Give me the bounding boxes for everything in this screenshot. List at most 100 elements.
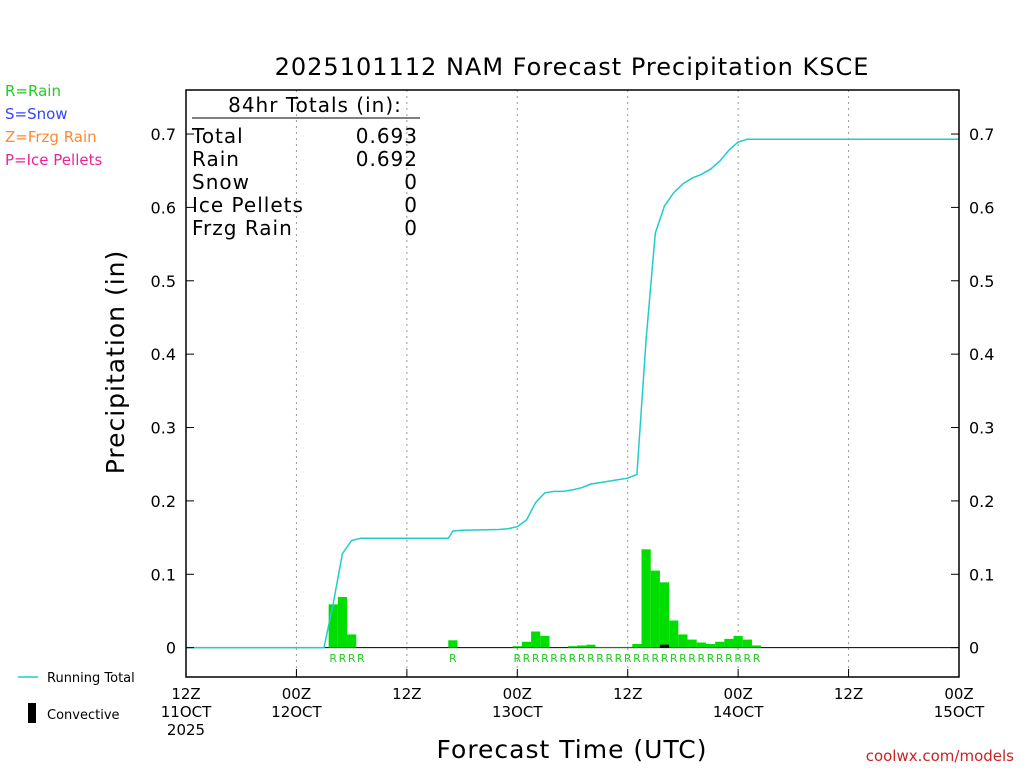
y-tick-label-right: 0.5: [969, 272, 994, 291]
totals-row-label: Rain: [192, 147, 240, 171]
ptype-marker: R: [734, 652, 742, 665]
precip-bar: [512, 646, 522, 648]
y-tick-label-left: 0.4: [151, 345, 176, 364]
precip-bar: [669, 620, 679, 648]
ptype-legend-item: R=Rain: [5, 82, 61, 100]
precip-bar: [540, 635, 550, 648]
ptype-marker: R: [339, 652, 347, 665]
precip-bar: [567, 646, 578, 648]
precip-bar: [595, 646, 605, 648]
x-tick-label: 15OCT: [934, 703, 985, 721]
ptype-marker: R: [679, 652, 687, 665]
precip-bar: [632, 643, 642, 648]
precip-bar: [650, 570, 660, 648]
ptype-marker: R: [523, 652, 531, 665]
ptype-marker: R: [642, 652, 650, 665]
precip-bar: [531, 631, 541, 648]
precip-bar: [521, 641, 532, 648]
y-tick-label-left: 0.2: [151, 492, 176, 511]
ptype-marker: R: [578, 652, 586, 665]
precip-bar: [659, 582, 670, 648]
ptype-marker: R: [449, 652, 457, 665]
precip-bar: [724, 638, 734, 648]
precip-bar: [347, 634, 357, 648]
totals-row-label: Snow: [192, 170, 250, 194]
ptype-marker: R: [624, 652, 632, 665]
ptype-marker: R: [651, 652, 659, 665]
ptype-marker: R: [550, 652, 558, 665]
precip-bar: [641, 549, 651, 648]
precip-bar: [337, 597, 348, 648]
precip-bar: [751, 645, 762, 648]
totals-row-value: 0: [404, 193, 418, 217]
y-tick-label-right: 0.2: [969, 492, 994, 511]
running-total-line: [186, 138, 959, 649]
x-tick-label: 12Z: [834, 685, 863, 703]
ptype-marker: R: [569, 652, 577, 665]
y-axis-label: Precipitation (in): [101, 250, 130, 475]
convective-bar: [659, 644, 670, 648]
ptype-marker: R: [596, 652, 604, 665]
ptype-marker: R: [753, 652, 761, 665]
ptype-marker: R: [698, 652, 706, 665]
precip-bar: [733, 635, 743, 648]
ptype-marker: R: [744, 652, 752, 665]
ptype-marker: R: [513, 652, 521, 665]
x-tick-label: 00Z: [282, 685, 311, 703]
x-tick-label: 14OCT: [713, 703, 764, 721]
chart-title: 2025101112 NAM Forecast Precipitation KS…: [275, 53, 870, 81]
ptype-marker: R: [716, 652, 724, 665]
y-tick-label-right: 0.1: [969, 565, 994, 584]
totals-row-label: Total: [191, 124, 244, 148]
ptype-marker: R: [532, 652, 540, 665]
ptype-marker: R: [559, 652, 567, 665]
ptype-marker: R: [329, 652, 337, 665]
totals-row-label: Ice Pellets: [192, 193, 304, 217]
totals-row-value: 0.693: [356, 124, 418, 148]
running-total-legend-label: Running Total: [47, 671, 135, 686]
ptype-marker: R: [633, 652, 641, 665]
x-tick-label: 00Z: [723, 685, 752, 703]
totals-row-label: Frzg Rain: [192, 216, 293, 240]
ptype-marker: R: [661, 652, 669, 665]
precip-bar: [623, 646, 633, 648]
y-tick-label-left: 0.1: [151, 565, 176, 584]
convective-legend-swatch: [28, 703, 36, 723]
x-tick-label: 12Z: [392, 685, 421, 703]
y-tick-label-left: 0: [166, 639, 176, 658]
x-tick-label: 13OCT: [492, 703, 543, 721]
ptype-marker: R: [615, 652, 623, 665]
precip-bar: [696, 642, 706, 648]
ptype-legend-item: Z=Frzg Rain: [5, 128, 97, 146]
ptype-marker: R: [670, 652, 678, 665]
ptype-marker: R: [587, 652, 595, 665]
y-tick-label-right: 0: [969, 639, 979, 658]
convective-legend-label: Convective: [47, 708, 120, 723]
precip-bar: [742, 639, 752, 648]
y-tick-label-left: 0.3: [151, 419, 176, 438]
ptype-marker: R: [725, 652, 733, 665]
precip-bar: [678, 634, 688, 648]
x-tick-label: 12OCT: [271, 703, 322, 721]
totals-row-value: 0.692: [356, 147, 418, 171]
precip-bar: [613, 646, 624, 648]
y-tick-label-right: 0.3: [969, 419, 994, 438]
precip-bar: [586, 644, 596, 648]
x-tick-label: 12Z: [171, 685, 200, 703]
x-tick-label: 00Z: [503, 685, 532, 703]
plot-frame: [185, 89, 960, 678]
totals-heading: 84hr Totals (in):: [228, 93, 402, 117]
x-tick-label: 12Z: [613, 685, 642, 703]
ptype-marker: R: [707, 652, 715, 665]
precip-bar: [604, 646, 614, 648]
ptype-legend-item: P=Ice Pellets: [5, 151, 102, 169]
precip-bar: [715, 641, 725, 648]
ptype-marker: R: [357, 652, 365, 665]
precip-bar: [705, 643, 716, 648]
totals-row-value: 0: [404, 170, 418, 194]
ptype-marker: R: [541, 652, 549, 665]
ptype-legend-item: S=Snow: [5, 105, 68, 123]
y-tick-label-right: 0.6: [969, 198, 994, 217]
totals-row-value: 0: [404, 216, 418, 240]
